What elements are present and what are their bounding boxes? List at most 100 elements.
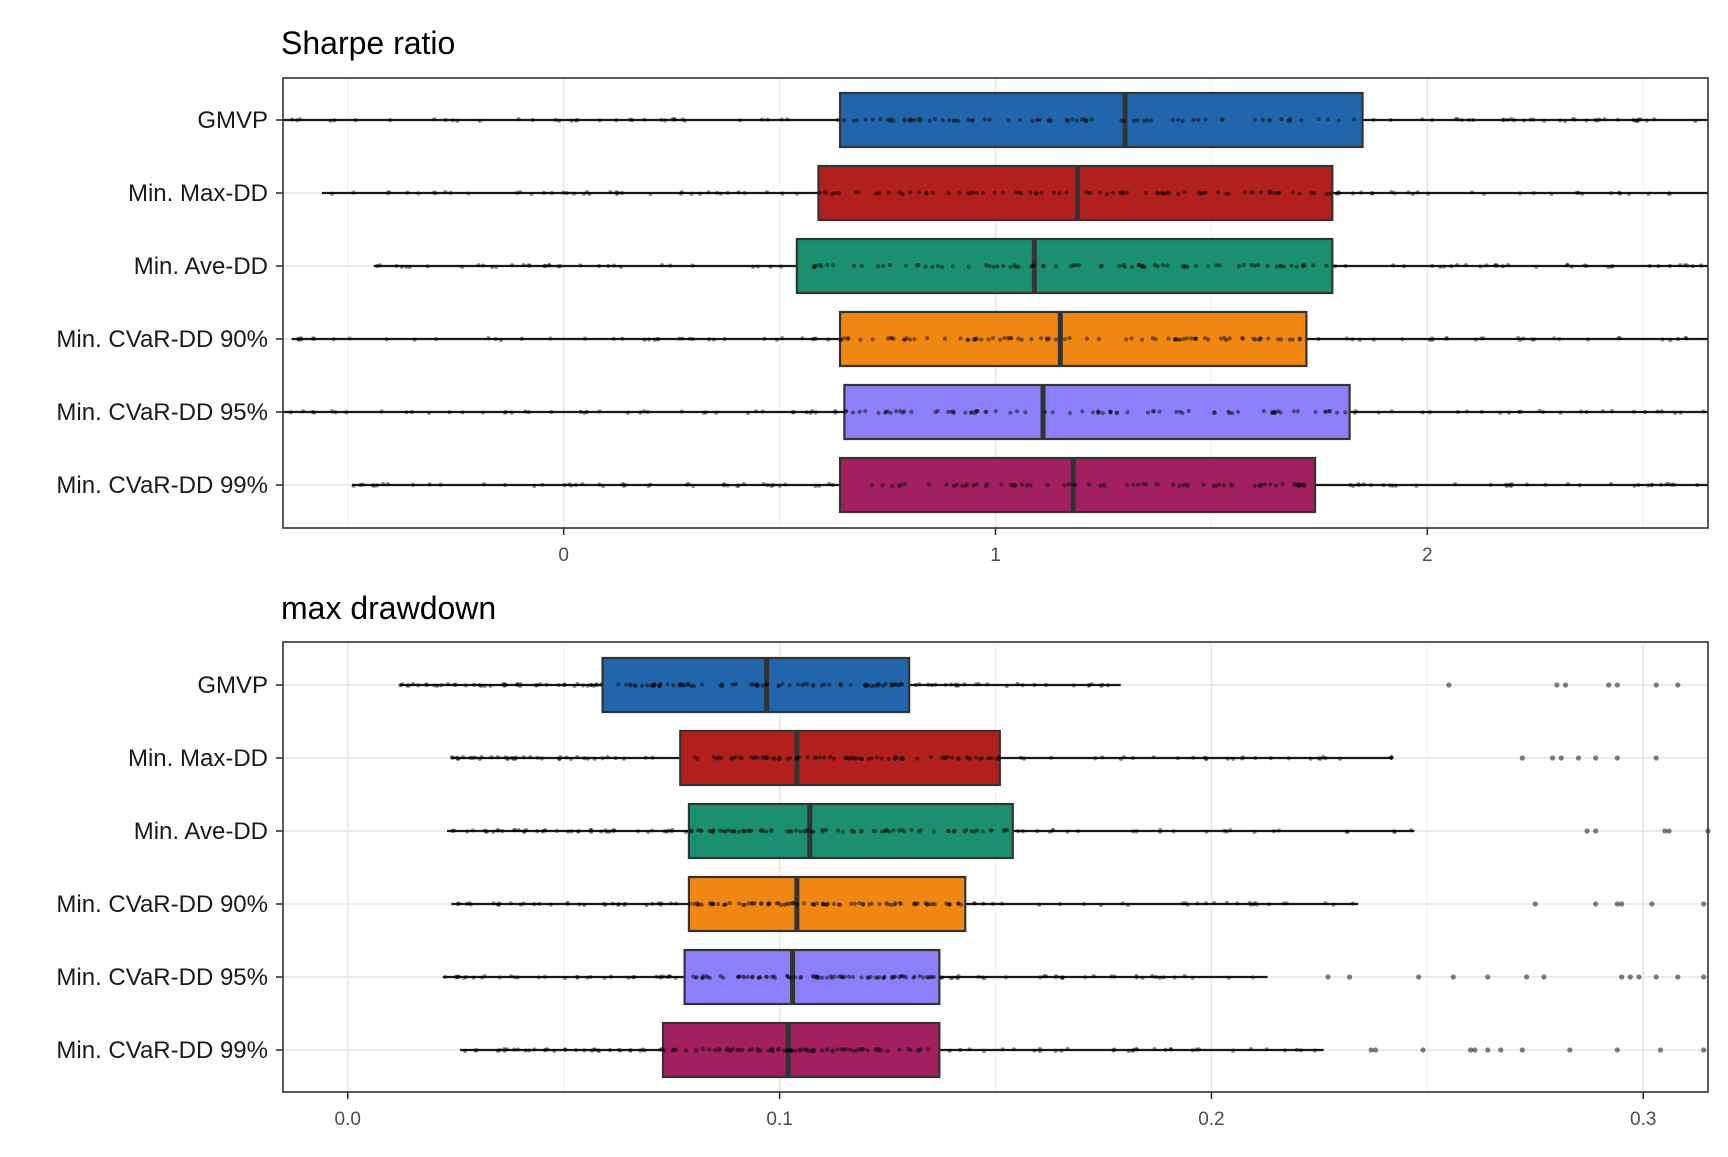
outlier-point [1562,682,1569,688]
sample-point [606,263,611,269]
sample-point [1059,1048,1064,1053]
sample-point [610,901,615,906]
sample-point [1031,263,1037,268]
sample-point [1041,263,1046,268]
sample-point [1137,262,1142,268]
sample-point [824,975,830,980]
sample-point [491,829,496,835]
sample-point [1258,483,1263,488]
sample-point [890,974,895,980]
sample-point [652,682,657,687]
sample-point [1481,336,1486,341]
sample-point [521,755,526,760]
sample-point [888,410,893,415]
sample-point [864,682,869,688]
sample-point [923,264,928,269]
sample-point [562,682,567,688]
sample-point [1669,482,1675,487]
sample-point [1157,829,1163,834]
sample-point [1316,336,1321,342]
sample-point [820,901,826,906]
sample-point [1268,756,1273,761]
sample-point [721,483,727,488]
sample-point [900,828,905,833]
sample-point [886,902,891,907]
sample-point [779,335,785,341]
sample-point [1392,191,1397,196]
sample-point [1469,190,1475,195]
box [687,875,967,933]
sample-point [1108,409,1113,414]
sample-point [1296,482,1301,487]
sample-point [398,683,403,688]
sample-point [489,264,495,269]
sample-point [871,828,876,834]
sample-point [503,755,508,760]
sample-point [1211,483,1216,488]
sample-point [1453,481,1458,487]
sample-point [1157,975,1162,980]
sample-point [587,191,592,197]
sample-point [455,756,460,761]
sample-point [1004,683,1010,688]
sample-point [826,337,831,342]
sample-point [769,828,774,833]
sample-point [854,1048,859,1053]
sample-point [394,263,399,269]
outlier-point [1701,901,1707,907]
sample-point [810,337,815,342]
sample-point [970,117,975,123]
sample-point [1600,409,1605,414]
sample-point [427,482,432,487]
sample-point [1224,191,1229,196]
sample-point [1287,337,1292,342]
sample-point [912,336,917,342]
sample-point [721,902,727,907]
sample-point [1312,1048,1317,1053]
sample-point [472,682,477,688]
sample-point [502,410,507,415]
sample-point [502,683,507,688]
sample-point [780,191,785,196]
sample-point [747,829,752,834]
sample-point [1008,264,1013,270]
sample-point [424,682,429,687]
sample-point [1690,264,1696,269]
sample-point [776,683,781,689]
sample-point [1124,337,1129,342]
sample-point [706,337,712,342]
sample-point [665,682,670,687]
sample-point [385,482,391,487]
sample-point [893,681,898,687]
sample-point [1649,483,1654,488]
sample-point [810,408,815,414]
sample-point [711,828,716,833]
sample-point [1175,756,1180,761]
sample-point [1087,482,1092,487]
sample-point [911,975,916,980]
sample-point [1165,190,1170,195]
sample-point [984,409,989,415]
sample-point [370,483,375,488]
sample-point [745,974,751,980]
sample-point [932,117,937,122]
sample-point [839,975,845,980]
sample-point [1273,191,1278,196]
sample-point [1281,901,1286,906]
sample-point [515,682,520,687]
sample-point [929,683,934,688]
sample-point [943,682,948,687]
sample-point [1011,1047,1016,1052]
sample-point [887,262,892,268]
sample-point [898,482,903,488]
sample-point [900,973,905,979]
sample-point [815,974,820,980]
sample-point [851,829,856,835]
sample-point [1102,483,1107,488]
sample-point [1344,336,1349,341]
box-group [449,729,1659,787]
sample-point [721,482,727,487]
sample-point [450,828,455,833]
sample-point [1638,117,1643,122]
box-group [291,310,1708,368]
